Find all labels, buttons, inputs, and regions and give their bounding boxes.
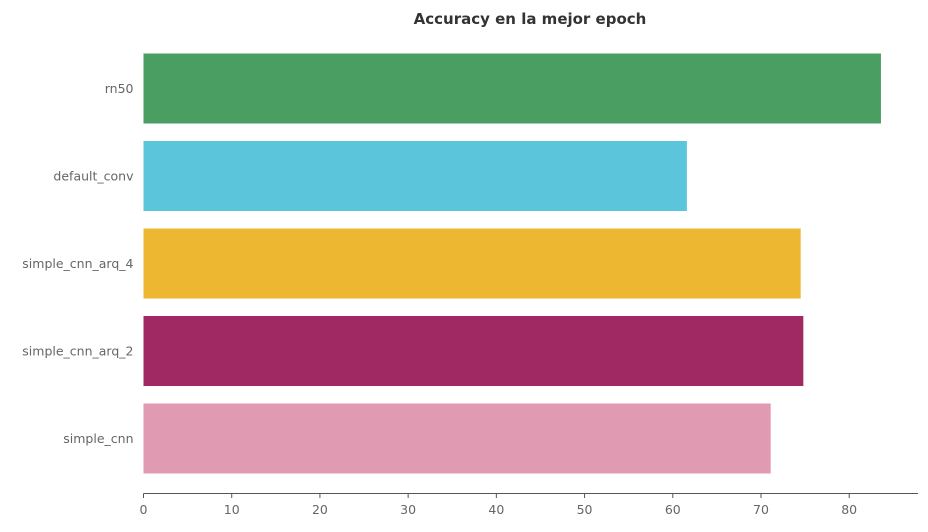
category-label: simple_cnn_arq_4 xyxy=(22,256,133,271)
x-tick-label: 20 xyxy=(312,502,328,517)
x-tick-label: 30 xyxy=(400,502,416,517)
x-tick-label: 50 xyxy=(577,502,593,517)
category-label: simple_cnn xyxy=(63,431,133,446)
x-tick-label: 40 xyxy=(488,502,504,517)
bar-default-conv xyxy=(143,141,687,211)
x-tick-label: 10 xyxy=(224,502,240,517)
category-label: simple_cnn_arq_2 xyxy=(22,344,133,359)
x-tick-label: 60 xyxy=(665,502,681,517)
x-tick-label: 70 xyxy=(753,502,769,517)
x-axis-ticks-group: 0 10 20 30 40 50 60 70 80 xyxy=(140,493,857,517)
chart-title: Accuracy en la mejor epoch xyxy=(414,10,647,28)
category-label: default_conv xyxy=(53,169,134,184)
category-label: rn50 xyxy=(105,81,134,96)
x-tick-label: 80 xyxy=(841,502,857,517)
x-tick-label: 0 xyxy=(140,502,148,517)
category-labels-group: rn50 default_conv simple_cnn_arq_4 simple_c… xyxy=(22,81,134,446)
bar-simple-cnn xyxy=(143,403,771,474)
bar-simple-cnn-arq-2 xyxy=(143,316,804,386)
bars-group xyxy=(143,53,881,474)
bar-simple-cnn-arq-4 xyxy=(143,228,801,299)
bar-rn50 xyxy=(143,53,881,124)
